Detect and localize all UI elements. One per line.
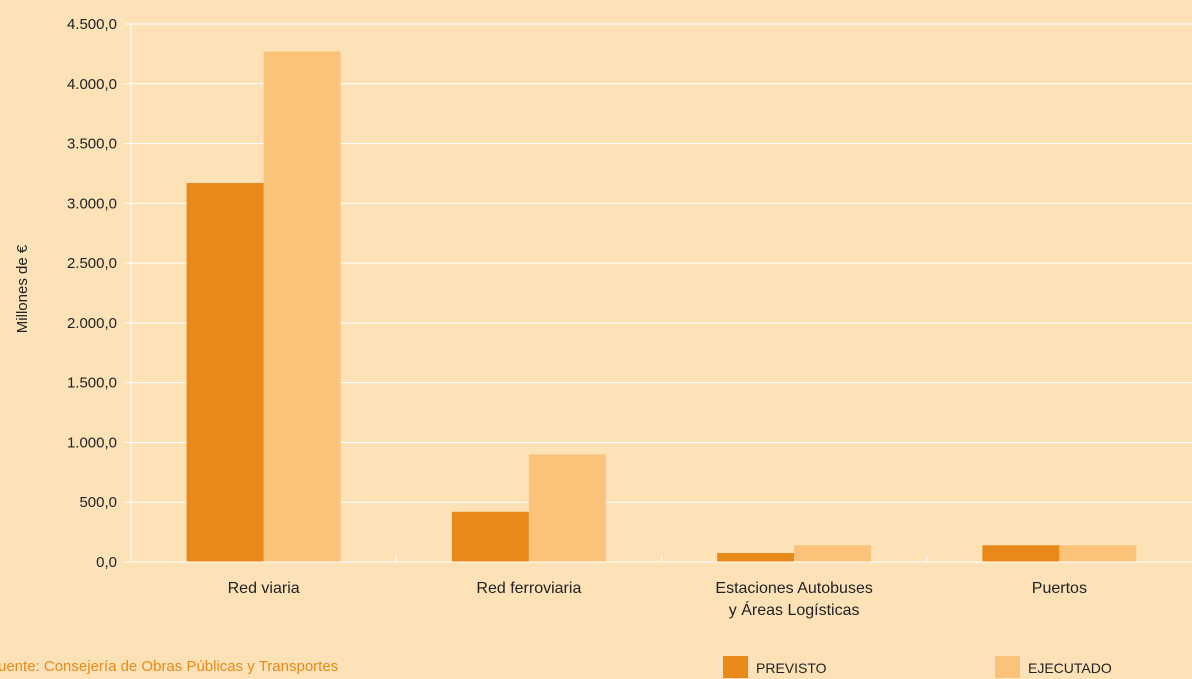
bar-previsto-3 bbox=[982, 545, 1060, 562]
category-label: Red ferroviaria bbox=[476, 580, 581, 597]
legend-label: EJECUTADO bbox=[1028, 660, 1112, 676]
bar-ejecutado-2 bbox=[794, 545, 872, 562]
bar-ejecutado-3 bbox=[1059, 545, 1137, 562]
y-tick-label: 3.500,0 bbox=[67, 136, 117, 153]
category-label: Estaciones Autobuses bbox=[715, 580, 872, 597]
y-tick-label: 4.000,0 bbox=[67, 76, 117, 93]
y-tick-label: 2.500,0 bbox=[67, 255, 117, 272]
y-tick-label: 1.500,0 bbox=[67, 375, 117, 392]
category-labels: Red viaria Red ferroviaria Estaciones Auto… bbox=[228, 580, 1087, 619]
bar-ejecutado-1 bbox=[528, 454, 606, 562]
bars bbox=[186, 51, 1137, 563]
legend-swatch-ejecutado bbox=[995, 656, 1020, 678]
y-tick-label: 0,0 bbox=[96, 554, 117, 571]
source-note: uente: Consejería de Obras Públicas y Tr… bbox=[0, 658, 338, 675]
y-axis-title: Millones de € bbox=[14, 244, 31, 333]
bar-previsto-0 bbox=[186, 183, 264, 562]
category-label: Red viaria bbox=[228, 580, 300, 597]
y-tick-label: 2.000,0 bbox=[67, 315, 117, 332]
axes bbox=[130, 24, 1192, 563]
bar-ejecutado-0 bbox=[263, 51, 341, 563]
bar-previsto-1 bbox=[451, 511, 529, 562]
bar-previsto-2 bbox=[717, 553, 795, 562]
y-tick-label: 3.000,0 bbox=[67, 195, 117, 212]
y-tick-label: 500,0 bbox=[79, 494, 117, 511]
y-tick-label: 4.500,0 bbox=[67, 16, 117, 33]
legend-label: PREVISTO bbox=[756, 660, 827, 676]
y-tick-label: 1.000,0 bbox=[67, 434, 117, 451]
y-tick-labels: 0,0 500,0 1.000,0 1.500,0 2.000,0 2.500,0 3.00… bbox=[67, 16, 117, 571]
legend-swatch-previsto bbox=[723, 656, 748, 678]
legend: PREVISTO EJECUTADO bbox=[723, 656, 1112, 678]
category-label: Puertos bbox=[1032, 580, 1087, 597]
category-label: y Áreas Logísticas bbox=[729, 600, 860, 619]
